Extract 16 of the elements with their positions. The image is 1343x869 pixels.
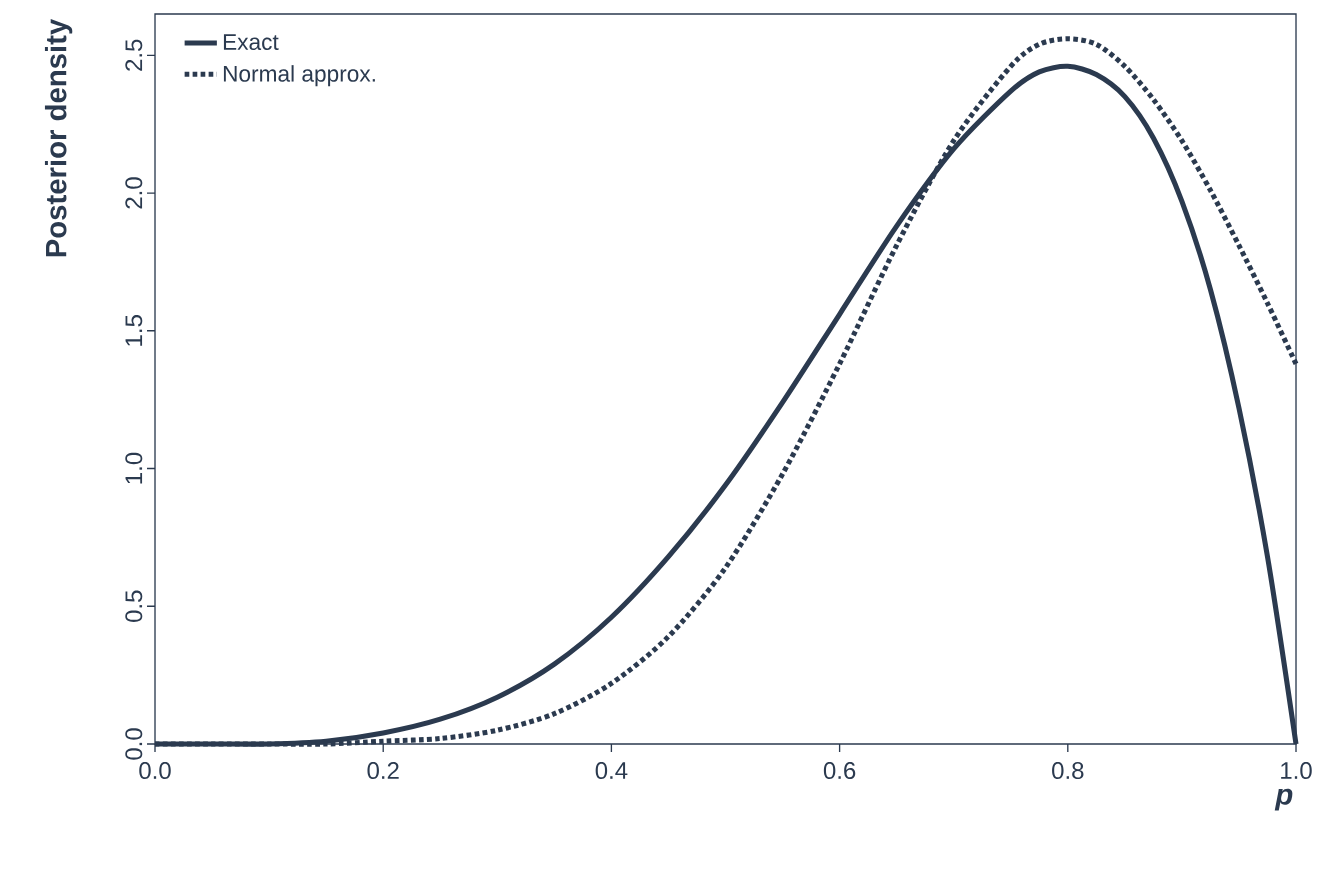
y-axis-title: Posterior density	[44, 18, 73, 257]
x-tick-label: 1.0	[1281, 762, 1312, 780]
y-tick-label: 1.5	[125, 315, 143, 346]
x-tick-label: 0.8	[1052, 762, 1084, 780]
x-axis-title: p	[1274, 788, 1293, 811]
y-tick-label: 2.5	[125, 39, 143, 71]
y-tick-label: 0.5	[125, 590, 143, 622]
legend-label: Normal approx.	[223, 65, 375, 87]
x-tick-label: 0.4	[595, 762, 628, 780]
x-tick-label: 0.6	[823, 762, 856, 780]
x-tick-label: 0.0	[139, 762, 171, 780]
y-tick-label: 0.0	[125, 728, 143, 760]
y-tick-label: 1.0	[125, 452, 143, 484]
y-tick-label: 2.0	[125, 177, 143, 209]
x-tick-label: 0.2	[367, 762, 399, 780]
legend-label: Exact	[223, 34, 279, 51]
